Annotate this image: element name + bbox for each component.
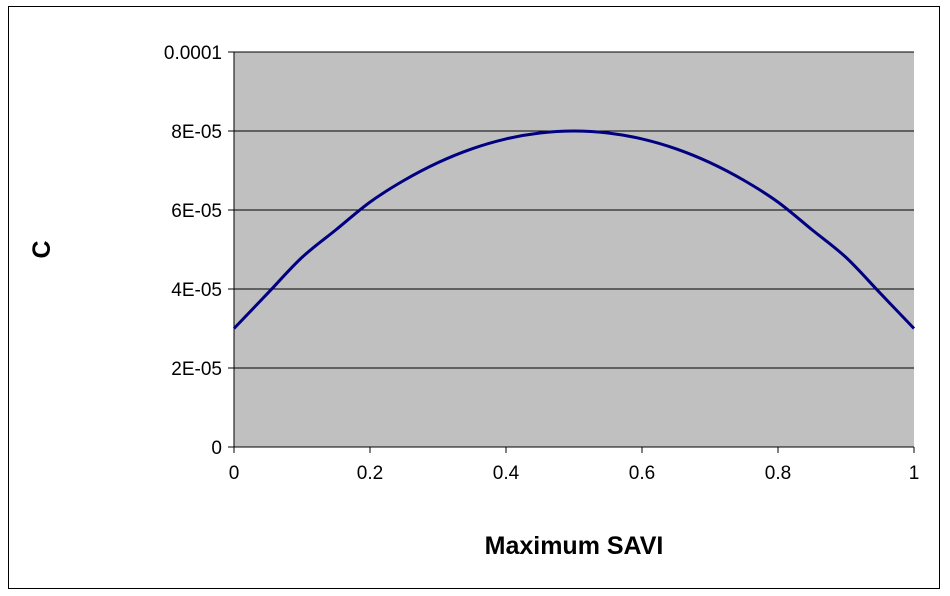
x-tick-label-2: 0.4: [493, 463, 520, 484]
y-tick-label-3: 6E-05: [171, 201, 222, 222]
y-axis-title: C: [28, 240, 56, 258]
axes: [228, 51, 915, 453]
series-line-0: [232, 129, 916, 330]
y-tick-label-1: 2E-05: [171, 359, 222, 380]
x-tick-label-4: 0.8: [765, 463, 791, 484]
chart-frame: 0 2E-05 4E-05 6E-05 8E-05 0.0001 0 0.2 0.4 0.6 0.…: [8, 6, 940, 589]
grid-lines: [234, 51, 914, 369]
x-tick-label-5: 1: [909, 463, 920, 484]
y-tick-label-2: 4E-05: [171, 280, 222, 301]
chart-svg: 0 2E-05 4E-05 6E-05 8E-05 0.0001 0 0.2 0.4 0.6 0.…: [28, 43, 920, 560]
x-axis-title: Maximum SAVI: [485, 532, 664, 560]
y-tick-label-0: 0: [211, 438, 222, 459]
x-tick-label-3: 0.6: [629, 463, 655, 484]
plot-area: [234, 52, 914, 447]
y-tick-labels: 0 2E-05 4E-05 6E-05 8E-05 0.0001: [164, 43, 222, 459]
x-tick-labels: 0 0.2 0.4 0.6 0.8 1: [229, 463, 920, 484]
x-tick-label-0: 0: [229, 463, 240, 484]
y-tick-label-4: 8E-05: [171, 122, 222, 143]
x-tick-label-1: 0.2: [357, 463, 383, 484]
series-layer: [232, 129, 916, 330]
y-tick-label-5: 0.0001: [164, 43, 222, 64]
